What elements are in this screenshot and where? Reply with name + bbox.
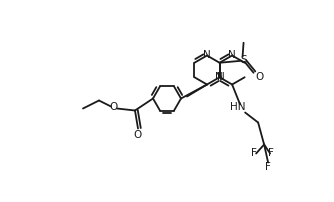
Text: F: F [251, 148, 257, 159]
Text: N: N [203, 49, 211, 60]
Text: HN: HN [230, 101, 246, 112]
Text: O: O [109, 101, 117, 112]
Text: F: F [265, 162, 271, 171]
Text: N: N [215, 72, 222, 82]
Text: O: O [256, 72, 264, 82]
Text: O: O [134, 129, 142, 140]
Text: N: N [228, 49, 236, 60]
Text: F: F [268, 148, 274, 159]
Text: S: S [240, 55, 247, 65]
Text: N: N [217, 72, 224, 82]
